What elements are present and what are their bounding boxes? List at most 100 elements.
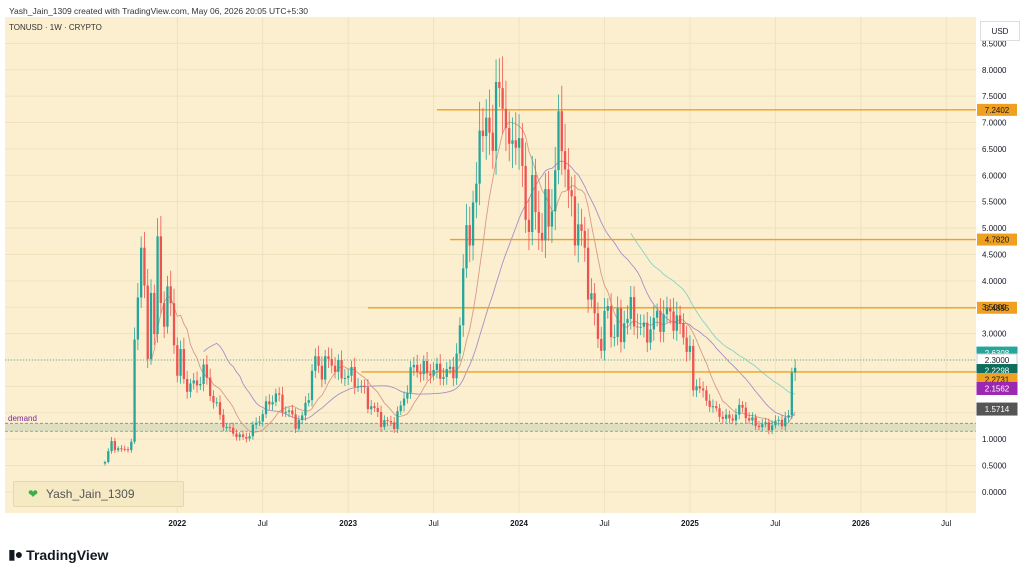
candle-body [452,366,455,379]
price-label-bg [976,402,1018,416]
candle-body [537,212,540,233]
candle-body [770,425,774,431]
candle-body [708,400,711,407]
candle-body [399,405,402,412]
y-tick-label: 5.5000 [982,198,1007,207]
candle-body [583,230,586,248]
candle-body [715,406,718,409]
candle-body [130,441,133,450]
x-tick-label: 2022 [168,519,186,528]
tradingview-wordmark: TradingView [26,546,109,563]
candle-body [136,297,140,340]
level-label-bg [977,233,1017,246]
candle-body [718,408,721,417]
candle-body [261,414,264,422]
candle-body [570,190,573,197]
candle-body [669,308,672,312]
candle-body [255,422,258,425]
candle-body [176,345,179,376]
watermark-text: Yash_Jain_1309 [46,487,135,501]
candle-body [761,424,764,428]
currency-badge[interactable]: USD [980,21,1020,41]
candle-body [238,434,241,438]
candle-body [524,165,527,220]
candle-body [563,151,567,170]
demand-label: demand [8,414,37,423]
candle-body [248,436,251,439]
candle-body [310,370,314,401]
y-tick-label: 3.0000 [982,330,1007,339]
candle-body [340,359,343,379]
candle-body [212,395,215,403]
candle-body [169,286,172,304]
candle-body [751,417,754,421]
candle-body [692,345,695,391]
candle-body [586,247,590,300]
candle-body [682,322,685,338]
candle-body [741,404,744,408]
candle-body [471,202,475,246]
y-tick-label: 5.0000 [982,224,1007,233]
candle-body [379,411,383,427]
candle-body [465,225,468,269]
candle-body [199,384,202,386]
candle-body [609,306,613,338]
x-tick-label: Jul [599,519,609,528]
candle-body [767,422,770,431]
candle-body [156,236,159,335]
candle-body [534,175,537,213]
candle-body [166,286,169,327]
x-tick-label: 2025 [681,519,699,528]
candle-body [146,285,149,360]
candle-body [389,421,393,423]
candle-body [337,359,340,372]
candle-body [291,410,294,415]
y-tick-label: 7.5000 [982,92,1007,101]
candle-body [626,318,629,324]
level-label: 4.7820 [985,236,1010,245]
candle-body [784,417,787,427]
candle-body [324,356,327,380]
candle-body [126,449,130,451]
symbol-info[interactable]: TONUSD · 1W · CRYPTO [9,23,102,32]
candle-body [527,219,531,232]
candle-body [386,420,389,422]
tradingview-logo[interactable]: ▮● TradingView [8,546,108,563]
tradingview-logo-icon: ▮● [8,546,23,562]
candle-body [412,364,416,368]
candle-body [468,225,471,246]
level-label: 7.2402 [985,106,1010,115]
x-tick-label: Jul [429,519,439,528]
x-tick-label: Jul [258,519,268,528]
candle-body [573,196,577,246]
candle-body [613,336,616,338]
candle-body [590,293,593,300]
candle-body [307,400,310,403]
candle-body [550,211,554,227]
candle-body [297,419,301,429]
candle-body [734,414,738,421]
candle-body [642,322,646,327]
candle-body [662,314,665,332]
candle-body [632,297,636,327]
candle-body [514,140,517,148]
candle-body [685,337,688,352]
candle-body [202,364,205,385]
candle-body [268,401,271,405]
time-axis[interactable]: 2022 Jul 2023 Jul 2024 Jul 2025 Jul 2026 Jul [168,519,951,528]
candle-body [218,402,222,415]
candle-body [455,353,458,379]
candle-body [521,138,524,166]
candle-body [517,138,521,148]
candle-body [793,367,797,373]
candle-body [754,417,757,426]
candle-body [774,420,777,426]
candle-body [504,108,508,129]
candle-body [675,315,678,331]
green-heart-icon: ❤ [28,487,39,501]
candle-body [327,356,330,360]
candle-body [192,380,195,384]
candle-body [209,377,212,396]
candle-body [540,232,544,241]
